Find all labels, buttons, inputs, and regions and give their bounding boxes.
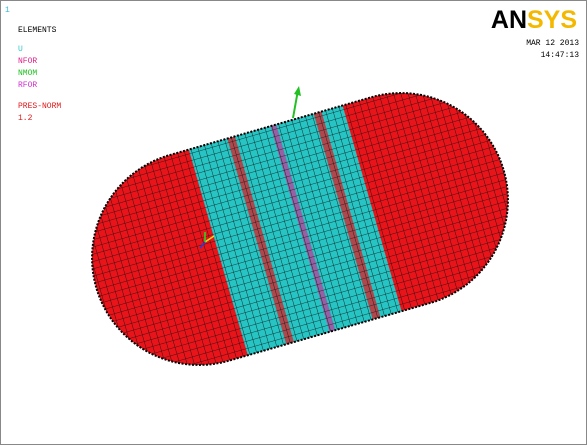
legend-title: ELEMENTS [18,26,57,35]
window-number: 1 [5,6,10,15]
legend-item: NMOM [18,69,37,78]
force-arrow [292,86,301,119]
legend-item: NFOR [18,57,37,66]
time: 14:47:13 [541,51,580,60]
pressure-label: PRES-NORM [18,102,61,111]
logo-sys: SYS [527,6,577,34]
logo-an: AN [491,6,527,34]
legend-item: RFOR [18,81,37,90]
date: MAR 12 2013 [526,39,579,48]
pressure-value: 1.2 [18,114,33,123]
triad [199,232,215,249]
legend-item: U [18,45,23,54]
